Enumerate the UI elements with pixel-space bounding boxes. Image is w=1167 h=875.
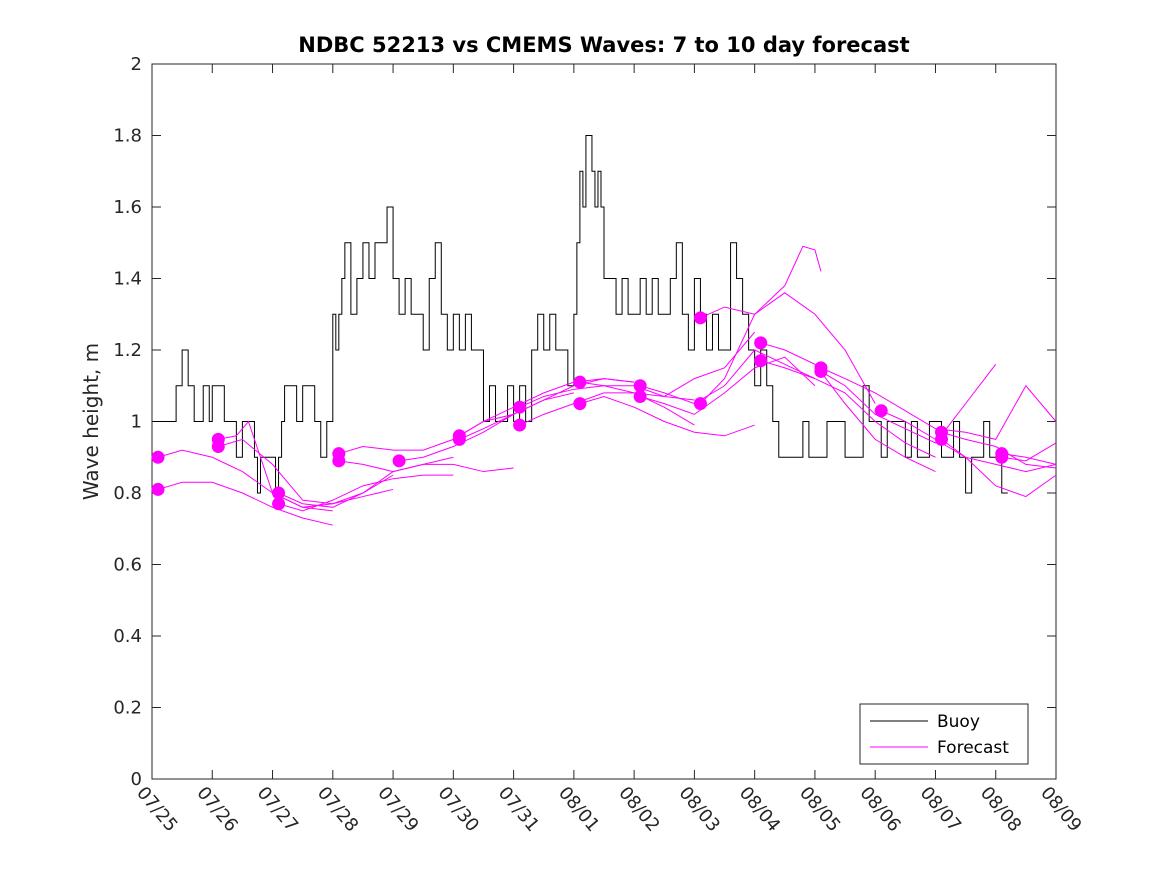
forecast-start-marker [754, 354, 768, 368]
y-tick-label: 1.4 [113, 269, 142, 290]
x-tick-label: 08/04 [735, 783, 784, 836]
y-tick-label: 0.4 [113, 626, 142, 647]
legend: Buoy Forecast [859, 703, 1029, 765]
forecast-start-marker [272, 497, 286, 511]
x-tick-label: 08/08 [976, 783, 1025, 836]
x-tick-label: 08/06 [855, 783, 904, 836]
y-tick-label: 2 [131, 54, 142, 75]
chart-title: NDBC 52213 vs CMEMS Waves: 7 to 10 day f… [298, 33, 909, 57]
forecast-run-line [519, 392, 695, 426]
forecast-run-line [157, 481, 333, 526]
forecast-run-line [278, 474, 454, 512]
forecast-start-marker [934, 432, 948, 446]
forecast-start-marker [874, 404, 888, 418]
y-tick-label: 1.2 [113, 340, 142, 361]
forecast-start-marker [754, 336, 768, 350]
forecast-run-line [218, 420, 394, 508]
forecast-start-marker [513, 418, 527, 432]
forecast-start-marker [573, 375, 587, 389]
forecast-start-marker [573, 397, 587, 411]
x-tick-label: 07/27 [253, 783, 302, 836]
forecast-start-marker [392, 454, 406, 468]
x-tick-label: 08/02 [614, 783, 663, 836]
forecast-start-marker [452, 432, 466, 446]
y-tick-label: 1.8 [113, 126, 142, 147]
x-tick-label: 08/03 [675, 783, 724, 836]
y-tick-label: 0.2 [113, 698, 142, 719]
forecast-run-line [820, 367, 1057, 440]
x-tick-label: 07/25 [132, 783, 181, 836]
forecast-run-line [579, 395, 755, 437]
forecast-start-marker [513, 400, 527, 414]
forecast-start-marker [151, 450, 165, 464]
x-tick-label: 07/30 [434, 783, 483, 836]
forecast-start-marker [211, 440, 225, 454]
x-tick-label: 08/09 [1036, 783, 1085, 836]
forecast-start-marker [332, 454, 346, 468]
forecast-run-line [459, 378, 635, 437]
y-tick-label: 1 [131, 412, 142, 433]
x-tick-label: 07/28 [313, 783, 362, 836]
buoy-series-line [152, 135, 1008, 494]
forecast-run-line [700, 245, 822, 404]
legend-label: Buoy [937, 712, 980, 732]
y-tick-label: 0.6 [113, 555, 142, 576]
forecast-start-marker [995, 450, 1009, 464]
forecast-run-line [760, 342, 936, 473]
series-lines [152, 135, 1057, 526]
forecast-start-marker [272, 486, 286, 500]
legend-box [859, 703, 1029, 765]
forecast-run-line [941, 431, 1057, 469]
plot-area [151, 63, 1057, 780]
forecast-run-line [941, 438, 1057, 498]
forecast-run-line [820, 363, 997, 444]
forecast-run-line [218, 438, 394, 505]
forecast-start-marker [693, 311, 707, 325]
x-tick-label: 07/29 [373, 783, 422, 836]
y-axis-label: Wave height, m [79, 343, 103, 500]
forecast-run-line [338, 460, 514, 473]
x-tick-label: 08/05 [795, 783, 844, 836]
x-tick-label: 07/31 [494, 783, 543, 836]
forecast-run-line [1001, 453, 1057, 465]
x-tick-label: 07/26 [192, 783, 241, 836]
legend-label: Forecast [937, 738, 1009, 758]
forecast-run-line [700, 292, 876, 404]
x-tick-label: 08/01 [554, 783, 603, 836]
forecast-start-marker [633, 379, 647, 393]
y-tick-label: 0 [131, 769, 142, 790]
x-tick-label: 08/07 [916, 783, 965, 836]
forecast-run-line [1001, 442, 1057, 462]
forecast-run-line [579, 331, 756, 397]
forecast-markers [151, 311, 1009, 511]
y-tick-label: 1.6 [113, 197, 142, 218]
forecast-run-line [640, 356, 816, 415]
forecast-run-line [760, 360, 936, 458]
forecast-start-marker [151, 482, 165, 496]
forecast-start-marker [693, 397, 707, 411]
y-tick-label: 0.8 [113, 483, 142, 504]
forecast-start-marker [633, 389, 647, 403]
forecast-run-line [640, 349, 816, 405]
forecast-start-marker [814, 364, 828, 378]
